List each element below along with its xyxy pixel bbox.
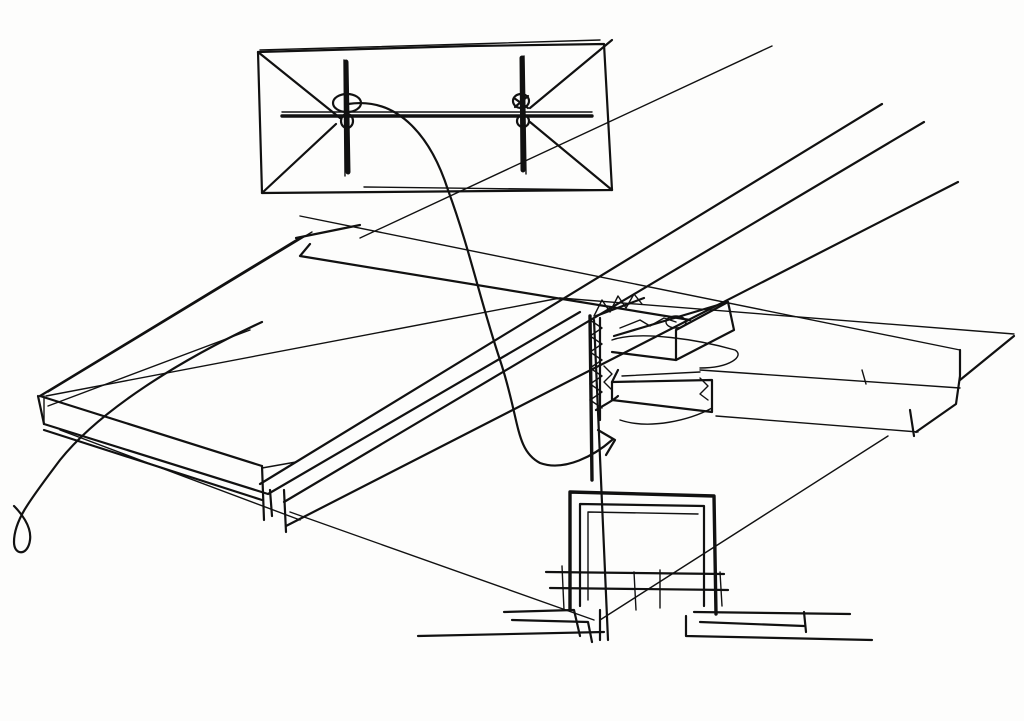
roof-slab [36, 45, 1016, 621]
base-section [416, 490, 874, 644]
bracket-detail [588, 293, 739, 642]
plan-inset [256, 38, 614, 195]
left-squiggle [12, 320, 264, 554]
